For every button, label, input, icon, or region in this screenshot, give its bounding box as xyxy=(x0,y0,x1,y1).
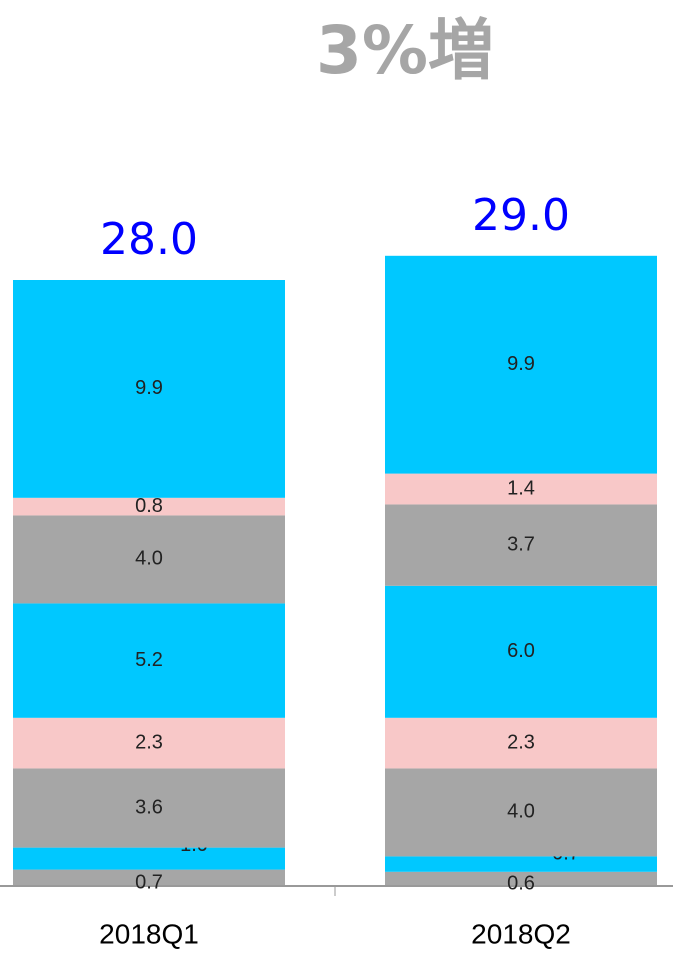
bar-segment xyxy=(385,717,657,769)
bar-segment xyxy=(385,473,657,505)
bar-segment xyxy=(13,280,285,498)
total-label: 28.0 xyxy=(100,214,198,265)
bar-segment xyxy=(13,717,285,769)
bar-segment xyxy=(13,869,285,885)
bar-segment xyxy=(385,768,657,857)
data-label: 4.0 xyxy=(507,801,535,823)
bar-segment xyxy=(13,497,285,516)
chart-title: 3%増 xyxy=(316,12,494,89)
bar-segment xyxy=(13,515,285,604)
bar-segment xyxy=(385,255,657,474)
data-label: 2.3 xyxy=(135,731,163,753)
bar-segment xyxy=(13,768,285,848)
bar-segment xyxy=(385,504,657,586)
data-label: 9.9 xyxy=(135,377,163,399)
data-label: 0.7 xyxy=(135,872,163,894)
bar-segment xyxy=(385,585,657,718)
data-label: 5.2 xyxy=(135,649,163,671)
data-label: 2.3 xyxy=(507,731,535,753)
data-label: 9.9 xyxy=(507,353,535,375)
data-label: 4.0 xyxy=(135,548,163,570)
data-label: 3.7 xyxy=(507,533,535,555)
bar-segment xyxy=(385,871,657,885)
bar-segment xyxy=(13,603,285,718)
data-label: 0.6 xyxy=(507,873,535,895)
data-label: 0.8 xyxy=(135,495,163,517)
x-tick-label: 2018Q2 xyxy=(471,918,571,949)
data-label: 3.6 xyxy=(135,796,163,818)
bar-segment xyxy=(13,847,285,870)
total-label: 29.0 xyxy=(472,190,570,241)
bar-segment xyxy=(385,856,657,872)
x-tick-label: 2018Q1 xyxy=(99,918,199,949)
data-label: 1.4 xyxy=(507,477,535,499)
data-label: 6.0 xyxy=(507,640,535,662)
